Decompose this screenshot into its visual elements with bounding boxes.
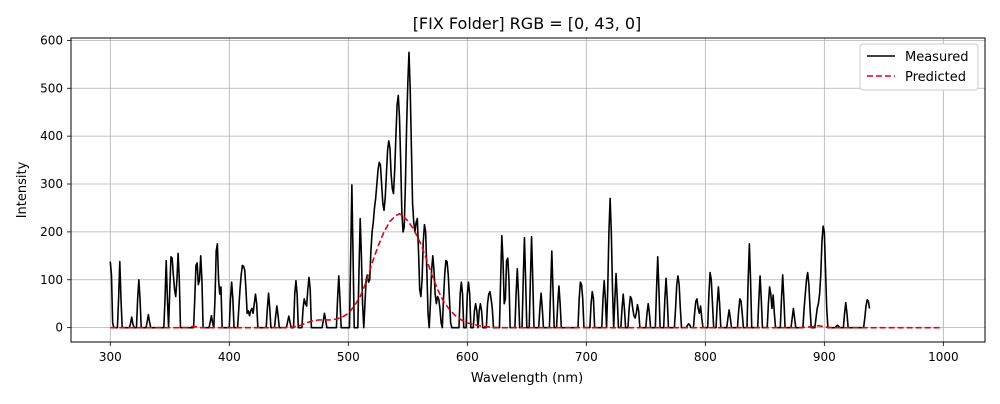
grid-layer xyxy=(71,38,985,342)
legend-label-measured: Measured xyxy=(905,50,969,65)
x-tick-label: 1000 xyxy=(928,350,959,364)
y-tick-label: 300 xyxy=(40,177,63,191)
series-layer xyxy=(109,51,941,329)
x-tick-label: 600 xyxy=(456,350,479,364)
y-tick-label: 500 xyxy=(40,81,63,95)
ticks-layer: 300 400 500 600 700 800 900 1000 0 100 200 300 400 50… xyxy=(40,33,959,364)
y-tick-label: 0 xyxy=(55,321,63,335)
series-line-measured xyxy=(109,51,871,329)
legend: Measured Predicted xyxy=(859,43,979,91)
legend-label-predicted: Predicted xyxy=(905,70,966,85)
x-tick-label: 400 xyxy=(218,350,241,364)
y-tick-label: 400 xyxy=(40,129,63,143)
x-axis-label: Wavelength (nm) xyxy=(471,371,583,386)
y-axis-label: Intensity xyxy=(15,161,30,218)
plot-frame xyxy=(70,37,986,343)
y-tick-label: 200 xyxy=(40,225,63,239)
chart-title: [FIX Folder] RGB = [0, 43, 0] xyxy=(413,14,642,33)
x-tick-label: 500 xyxy=(337,350,360,364)
x-tick-label: 700 xyxy=(575,350,598,364)
y-tick-label: 600 xyxy=(40,33,63,47)
x-tick-label: 800 xyxy=(694,350,717,364)
y-tick-label: 100 xyxy=(40,273,63,287)
x-tick-label: 900 xyxy=(813,350,836,364)
x-tick-label: 300 xyxy=(99,350,122,364)
